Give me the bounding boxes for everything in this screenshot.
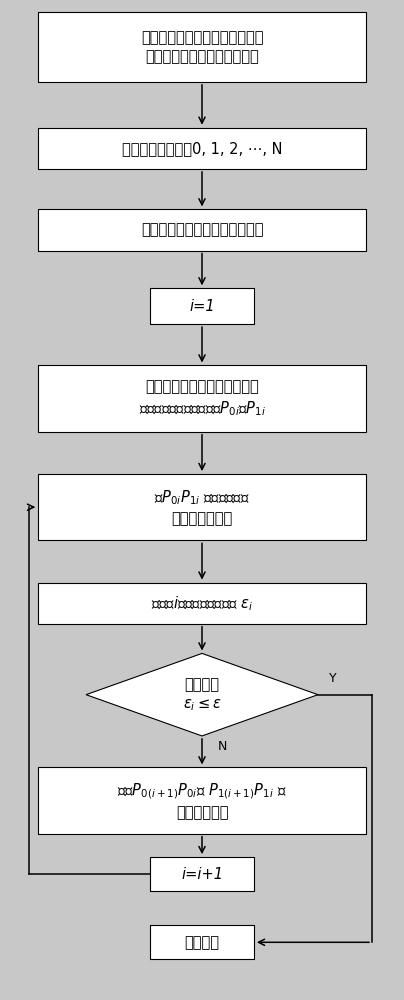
Text: 对区域点进行三次样条曲线拟合: 对区域点进行三次样条曲线拟合 [141,222,263,237]
FancyBboxPatch shape [38,767,366,834]
Text: 计算第$i$次拟合的平均误差 $\varepsilon_i$: 计算第$i$次拟合的平均误差 $\varepsilon_i$ [151,594,253,613]
Text: 对区域点进行排序0, 1, 2, ⋯, N: 对区域点进行排序0, 1, 2, ⋯, N [122,141,282,156]
Text: Y: Y [329,672,337,685]
Text: N: N [217,740,227,753]
Text: 对拟合曲线进行等弧长加密离
散，始末离散点分别记为$P_{0i}$、$P_{1i}$: 对拟合曲线进行等弧长加密离 散，始末离散点分别记为$P_{0i}$、$P_{1i… [139,379,265,418]
Text: 输出结果: 输出结果 [185,935,219,950]
FancyBboxPatch shape [38,583,366,624]
FancyBboxPatch shape [150,857,254,891]
Text: i=1: i=1 [189,299,215,314]
Text: i=i+1: i=i+1 [181,867,223,882]
Text: 读入叶片的型线离散测量数据，
选取覆盖前缘或后缘的区域点: 读入叶片的型线离散测量数据， 选取覆盖前缘或后缘的区域点 [141,30,263,64]
FancyBboxPatch shape [38,209,366,251]
FancyBboxPatch shape [38,474,366,540]
FancyBboxPatch shape [150,288,254,324]
FancyBboxPatch shape [38,12,366,82]
Text: 舍去$P_{0(i+1)}P_{0i}$、 $P_{1(i+1)}P_{1i}$ 段
非圆弧上的点: 舍去$P_{0(i+1)}P_{0i}$、 $P_{1(i+1)}P_{1i}$… [117,781,287,820]
FancyBboxPatch shape [150,925,254,959]
FancyBboxPatch shape [38,365,366,432]
Text: 拟合误差
$\varepsilon_i \leq \varepsilon$: 拟合误差 $\varepsilon_i \leq \varepsilon$ [183,677,221,713]
Polygon shape [86,653,318,736]
Text: 对$P_{0i}P_{1i}$ 段离散点进行
最小二乘圆拟合: 对$P_{0i}P_{1i}$ 段离散点进行 最小二乘圆拟合 [154,488,250,526]
FancyBboxPatch shape [38,128,366,169]
